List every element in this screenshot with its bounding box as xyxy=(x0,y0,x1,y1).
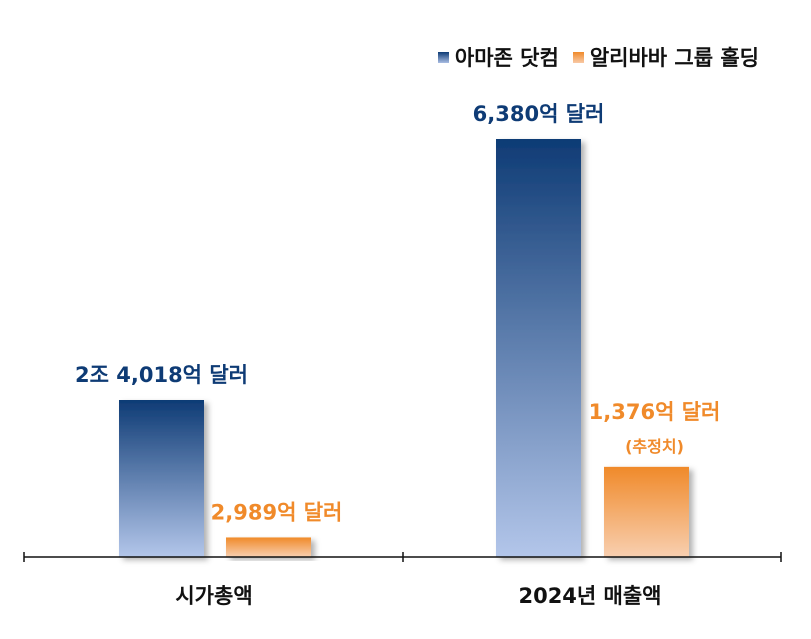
category-label-1: 2024년 매출액 xyxy=(518,584,661,608)
data-label-amazon-1: 6,380억 달러 xyxy=(473,102,605,126)
bar-amazon-1 xyxy=(496,139,581,557)
data-sublabel-alibaba-1: (추정치) xyxy=(625,437,684,456)
legend-item-alibaba: 알리바바 그룹 홀딩 xyxy=(572,42,759,72)
legend-label-amazon: 아마존 닷컴 xyxy=(454,46,559,70)
legend-item-amazon: 아마존 닷컴 xyxy=(437,42,559,72)
bar-amazon-0 xyxy=(119,400,204,557)
legend-swatch-amazon xyxy=(437,51,449,63)
bar-alibaba-0 xyxy=(226,537,311,557)
data-label-amazon-0: 2조 4,018억 달러 xyxy=(75,363,248,387)
legend-label-alibaba: 알리바바 그룹 홀딩 xyxy=(589,46,759,70)
bar-alibaba-1 xyxy=(604,466,689,557)
legend: 아마존 닷컴 알리바바 그룹 홀딩 xyxy=(437,42,759,72)
data-label-alibaba-0: 2,989억 달러 xyxy=(211,500,343,524)
legend-swatch-alibaba xyxy=(572,51,584,63)
data-label-alibaba-1: 1,376억 달러 xyxy=(589,400,721,424)
category-label-0: 시가총액 xyxy=(175,584,252,608)
